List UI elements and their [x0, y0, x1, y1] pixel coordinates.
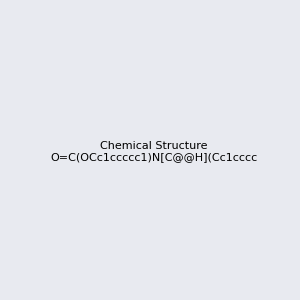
Text: Chemical Structure
O=C(OCc1ccccc1)N[C@@H](Cc1cccc: Chemical Structure O=C(OCc1ccccc1)N[C@@H…: [50, 141, 257, 162]
